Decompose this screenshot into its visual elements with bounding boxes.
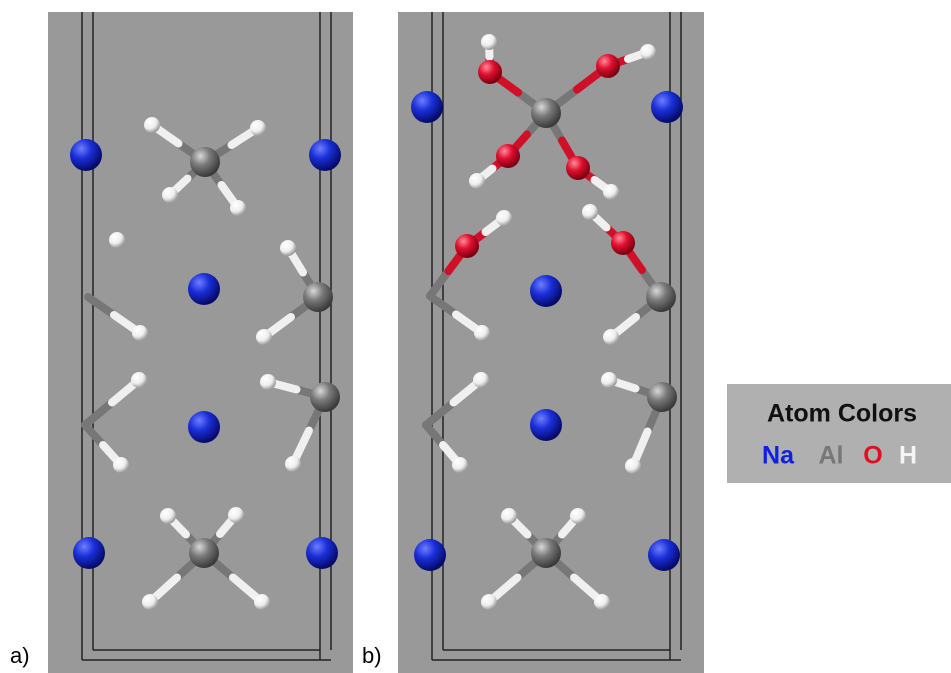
legend-title: Atom Colors — [767, 400, 917, 428]
atom — [285, 456, 301, 472]
atom — [190, 147, 220, 177]
atom — [109, 232, 125, 248]
atom — [530, 275, 562, 307]
atom — [473, 372, 489, 388]
atom — [648, 539, 680, 571]
atom — [501, 508, 517, 524]
atom — [414, 539, 446, 571]
atom — [469, 173, 485, 189]
legend-item: Al — [819, 442, 844, 470]
bond — [422, 398, 458, 429]
bond — [426, 267, 453, 300]
bond — [422, 421, 447, 449]
atom — [531, 538, 561, 568]
atom — [188, 273, 220, 305]
atom — [651, 91, 683, 123]
atom — [530, 409, 562, 441]
atom — [481, 594, 497, 610]
legend-item: H — [899, 442, 917, 470]
legend-item: Na — [762, 442, 795, 470]
atom — [309, 139, 341, 171]
legend-item: O — [863, 442, 882, 470]
atom — [144, 117, 160, 133]
atom — [411, 91, 443, 123]
bond — [81, 398, 116, 429]
atom — [478, 60, 502, 84]
bond — [426, 292, 460, 319]
atom — [496, 144, 520, 168]
atom — [306, 537, 338, 569]
panel-label: a) — [10, 643, 30, 668]
atom — [474, 325, 490, 341]
atom — [603, 329, 619, 345]
atom — [160, 508, 176, 524]
atom — [188, 411, 220, 443]
atom — [142, 594, 158, 610]
atom — [230, 200, 246, 216]
atom — [647, 382, 677, 412]
atom — [310, 382, 340, 412]
atom — [250, 120, 266, 136]
atom — [582, 204, 598, 220]
atom — [455, 234, 479, 258]
atom — [256, 329, 272, 345]
atom — [646, 282, 676, 312]
atom — [531, 98, 561, 128]
atom — [303, 282, 333, 312]
atom — [625, 458, 641, 474]
atom — [73, 537, 105, 569]
atom — [189, 538, 219, 568]
atom — [280, 240, 296, 256]
atom — [452, 457, 468, 473]
atom — [496, 210, 512, 226]
atom — [596, 54, 620, 78]
atom — [162, 187, 178, 203]
legend-box — [727, 384, 951, 483]
atom — [594, 594, 610, 610]
atom — [611, 231, 635, 255]
atom — [570, 508, 586, 524]
atom — [640, 44, 656, 60]
atom — [70, 139, 102, 171]
atom — [603, 184, 619, 200]
atom — [601, 372, 617, 388]
atom — [481, 34, 497, 50]
bond — [81, 421, 107, 449]
atom — [131, 372, 147, 388]
atom — [566, 156, 590, 180]
atom — [132, 325, 148, 341]
atom — [254, 594, 270, 610]
bond — [84, 293, 118, 319]
atom — [113, 457, 129, 473]
atom — [260, 374, 276, 390]
atom — [228, 507, 244, 523]
panel-label: b) — [362, 643, 382, 668]
